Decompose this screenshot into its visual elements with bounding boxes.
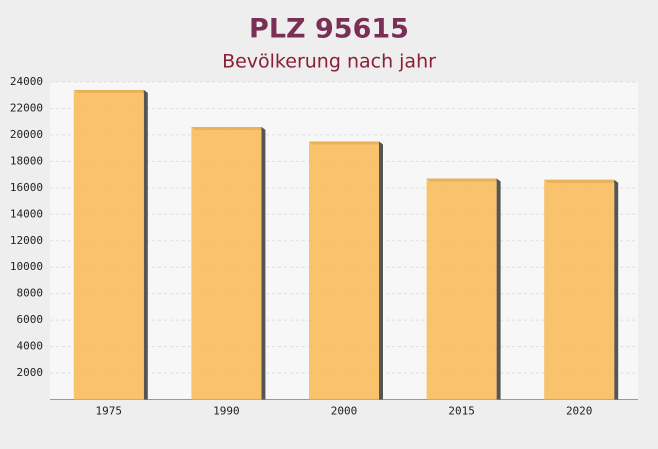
y-tick-label: 20000 — [10, 128, 43, 141]
y-tick-label: 22000 — [10, 101, 43, 114]
y-tick-label: 24000 — [10, 75, 43, 88]
x-tick-label: 1975 — [96, 405, 123, 418]
bar-shadow — [379, 141, 383, 400]
bar — [191, 126, 262, 400]
x-tick-label: 2015 — [448, 405, 475, 418]
bar-shadow — [261, 126, 266, 400]
y-tick-label: 4000 — [17, 340, 44, 353]
y-tick-label: 8000 — [17, 287, 44, 300]
bar — [73, 89, 144, 400]
x-tick-label: 2020 — [566, 405, 593, 418]
bar-shadow — [614, 179, 619, 400]
y-tick-label: 6000 — [17, 313, 44, 326]
chart-title: PLZ 95615 — [249, 14, 409, 45]
chart-subtitle: Bevölkerung nach jahr — [222, 51, 436, 73]
y-tick-label: 10000 — [10, 260, 43, 273]
y-tick-label: 2000 — [17, 366, 44, 379]
y-tick-label: 16000 — [10, 181, 43, 194]
bar-shadow — [496, 178, 501, 400]
y-tick-label: 14000 — [10, 207, 43, 220]
y-tick-label: 12000 — [10, 234, 43, 247]
bar — [309, 141, 379, 400]
bar — [544, 179, 615, 400]
x-tick-label: 2000 — [331, 405, 358, 418]
y-tick-label: 18000 — [10, 154, 43, 167]
bar-shadow — [143, 89, 148, 400]
bar — [426, 178, 497, 400]
x-tick-label: 1990 — [213, 405, 240, 418]
